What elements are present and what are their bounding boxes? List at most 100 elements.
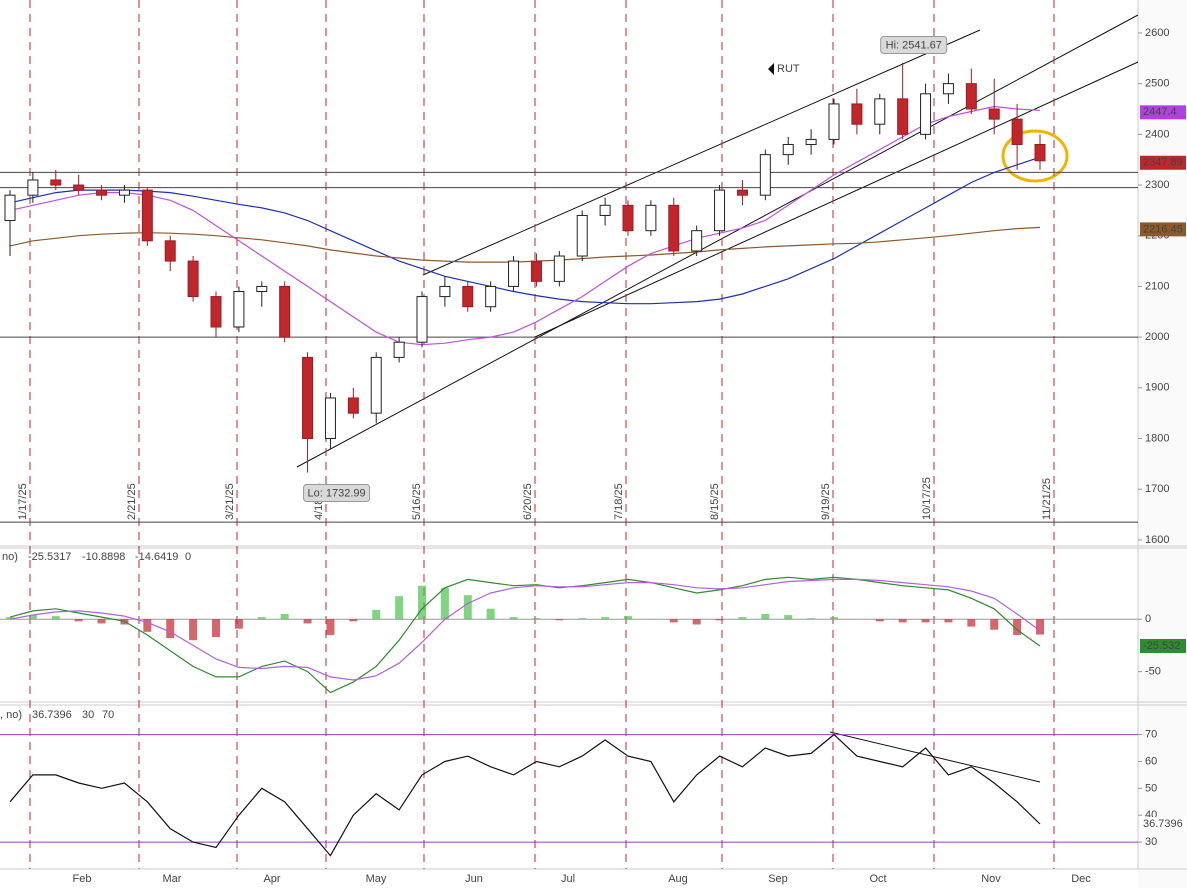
y-tick-label: 70	[1145, 728, 1157, 740]
value-label-bg	[1140, 155, 1186, 170]
candle-body	[645, 204, 657, 232]
value-label-bg	[1140, 816, 1186, 831]
candle-body	[942, 83, 954, 95]
histogram-bar	[326, 619, 335, 635]
candle-body	[164, 240, 176, 262]
candle-body	[828, 103, 840, 140]
x-tick-label: Sep	[768, 873, 788, 885]
candle-body	[324, 397, 336, 440]
histogram-bar	[944, 619, 953, 623]
candle-body	[210, 296, 222, 328]
candle-body	[50, 179, 62, 186]
histogram-bar	[166, 619, 175, 639]
histogram-bar	[738, 617, 747, 620]
histogram-bar	[463, 595, 472, 620]
candle-body	[27, 179, 39, 196]
histogram-bar	[990, 619, 999, 630]
histogram-bar	[715, 619, 724, 621]
event-label: 2/21/25	[126, 483, 138, 520]
candle-body	[347, 397, 359, 414]
event-label: 10/17/25	[921, 477, 933, 520]
candle-body	[416, 296, 428, 343]
x-tick-label: May	[366, 873, 387, 885]
lo-label-bg	[303, 483, 371, 502]
histogram-bar	[807, 618, 816, 620]
y-tick-label: 2300	[1145, 179, 1169, 191]
candle-body	[599, 204, 611, 216]
x-tick-label: Jun	[465, 873, 483, 885]
candle-body	[508, 260, 520, 287]
histogram-bar	[532, 618, 541, 620]
legend-rsi: 36.7396	[32, 709, 72, 721]
axis-strip	[1138, 0, 1187, 888]
candle-body	[233, 291, 245, 328]
candle-body	[736, 189, 748, 196]
macd-line	[9, 578, 1041, 681]
hi-label: Hi: 2541.67	[886, 39, 942, 51]
candle-body	[668, 204, 680, 252]
candle-body	[73, 184, 85, 191]
x-tick-label: Nov	[981, 873, 1001, 885]
histogram-bar	[601, 617, 610, 620]
candle-body	[851, 103, 863, 125]
legend-macd: -25.5317	[28, 551, 71, 563]
y-tick-label: 2500	[1145, 78, 1169, 90]
y-tick-label: 2100	[1145, 280, 1169, 292]
value-label-bg	[1140, 638, 1186, 653]
highlight-circle	[1001, 129, 1069, 183]
rsi-line	[9, 733, 1041, 857]
candle-body	[485, 285, 497, 308]
histogram-bar	[6, 617, 14, 620]
candle-body	[553, 255, 565, 282]
histogram-bar	[189, 619, 198, 641]
candle-body	[462, 285, 474, 308]
legend-hist: -14.6419	[135, 551, 178, 563]
candle-body	[622, 204, 634, 232]
histogram-bar	[395, 596, 404, 620]
candle-body	[302, 356, 314, 440]
histogram-bar	[257, 617, 266, 620]
candle-body	[1011, 118, 1023, 145]
symbol-label: RUT	[777, 63, 800, 75]
candle-body	[141, 189, 153, 242]
legend-signal: -10.8898	[82, 551, 125, 563]
x-tick-label: Mar	[163, 873, 182, 885]
histogram-bar	[280, 614, 289, 620]
histogram-bar	[875, 619, 884, 622]
event-label: 9/19/25	[820, 483, 832, 520]
x-tick-label: Apr	[263, 873, 280, 885]
x-tick-label: Aug	[668, 873, 688, 885]
candle-body	[965, 83, 977, 110]
histogram-bar	[486, 608, 495, 620]
x-tick-label: Jul	[561, 873, 575, 885]
histogram-bar	[440, 587, 449, 620]
histogram-bar	[28, 615, 37, 620]
candle-body	[4, 194, 16, 222]
legend-param: 0	[185, 551, 191, 563]
candle-body	[691, 230, 703, 252]
event-label: 5/16/25	[411, 483, 423, 520]
candle-body	[370, 356, 382, 414]
value-label: -25.532	[1143, 640, 1180, 652]
macd-line	[9, 576, 1041, 694]
candle-body	[96, 189, 108, 196]
candle-body	[530, 260, 542, 282]
candle-body	[279, 285, 291, 338]
y-tick-label: 1900	[1145, 382, 1169, 394]
x-tick-label: Feb	[73, 873, 92, 885]
candle-body	[439, 285, 451, 298]
legend-level: 70	[102, 709, 114, 721]
candle-body	[988, 108, 1000, 120]
candle-body	[920, 93, 932, 135]
event-label: 8/15/25	[709, 483, 721, 520]
candle-body	[393, 341, 405, 358]
y-tick-label: 50	[1145, 782, 1157, 794]
candle-body	[805, 138, 817, 145]
moving-average	[9, 156, 1041, 305]
panel-borders	[0, 0, 1187, 870]
histogram-bar	[692, 619, 701, 625]
y-tick-label: 2000	[1145, 331, 1169, 343]
y-tick-label: 2600	[1145, 27, 1169, 39]
histogram-bar	[372, 609, 381, 620]
